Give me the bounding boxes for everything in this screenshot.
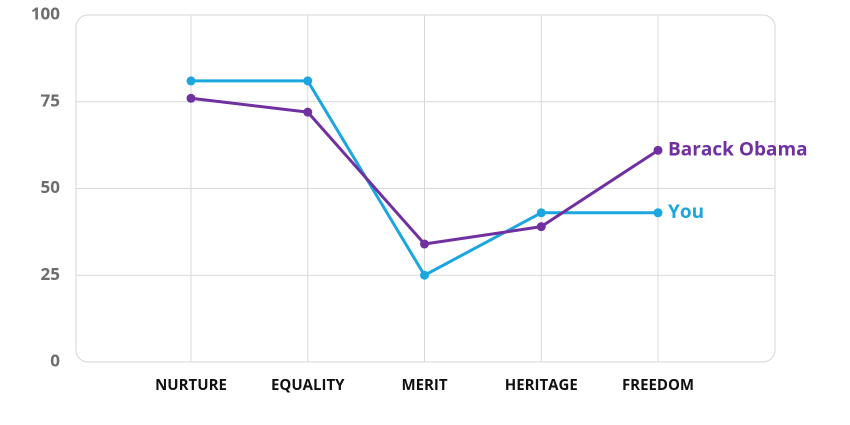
y-tick-label: 75 [41, 88, 60, 111]
point [653, 145, 663, 155]
y-tick-label: 0 [50, 349, 60, 372]
point [536, 208, 546, 218]
series-label: You [668, 198, 704, 224]
point [303, 107, 313, 117]
y-tick-label: 50 [41, 175, 61, 198]
y-tick-label: 100 [31, 2, 60, 25]
point [186, 93, 196, 103]
x-tick-label: NURTURE [155, 375, 227, 395]
point [420, 239, 429, 249]
point [303, 76, 313, 86]
y-tick-label: 25 [41, 262, 60, 285]
x-tick-label: FREEDOM [622, 375, 694, 395]
x-tick-label: HERITAGE [505, 375, 578, 395]
point [536, 222, 546, 232]
x-tick-label: MERIT [401, 375, 447, 395]
point [653, 208, 663, 218]
series-label: Barack Obama [668, 135, 808, 161]
point [186, 76, 196, 86]
x-tick-label: EQUALITY [271, 375, 345, 395]
point [420, 270, 429, 280]
